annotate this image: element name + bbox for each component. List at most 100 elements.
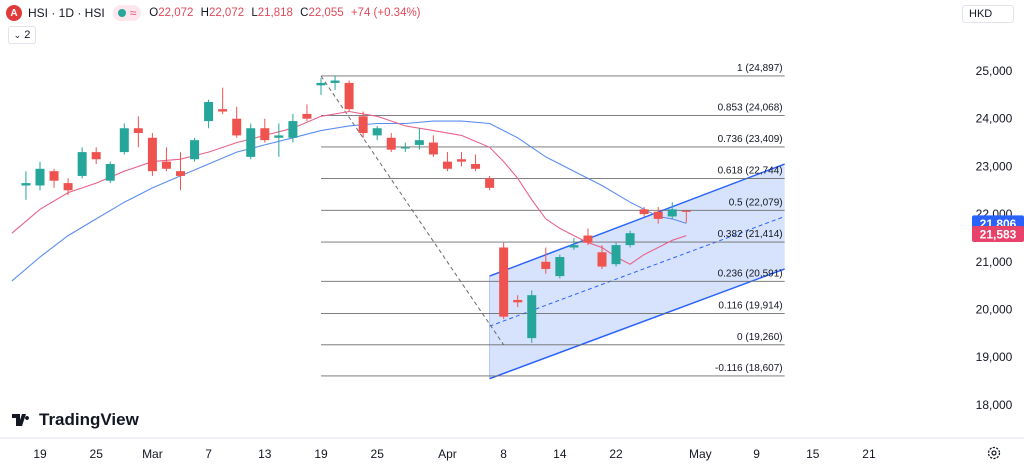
settings-gear-icon[interactable] (987, 446, 1001, 460)
change-value: +74 (+0.34%) (350, 7, 421, 19)
candle-body (653, 211, 663, 219)
candle[interactable] (555, 254, 565, 279)
channel-mid-line[interactable] (489, 216, 785, 327)
candle[interactable] (513, 295, 523, 308)
currency-selector[interactable]: HKD (962, 5, 1014, 23)
channel-upper-line[interactable] (489, 163, 785, 277)
candle[interactable] (260, 118, 270, 143)
fib-level-label: 0.5 (22,079) (729, 197, 783, 208)
candle[interactable] (316, 78, 326, 95)
candle[interactable] (63, 178, 73, 196)
candle[interactable] (597, 245, 607, 269)
x-axis-tick-label: 21 (862, 447, 876, 461)
candle[interactable] (119, 123, 129, 155)
fib-level-label: 0.853 (24,068) (718, 102, 783, 113)
candle[interactable] (653, 206, 663, 224)
candle[interactable] (35, 161, 45, 191)
candle[interactable] (358, 111, 368, 138)
candle[interactable] (77, 147, 87, 179)
fib-level-label: 0.236 (20,591) (718, 268, 783, 279)
candle[interactable] (91, 147, 101, 165)
candle-body (583, 235, 593, 243)
candle[interactable] (246, 123, 256, 160)
candle[interactable] (176, 152, 185, 191)
fib-trend-line[interactable] (320, 75, 505, 346)
candle[interactable] (471, 154, 481, 172)
candle-body (176, 171, 185, 176)
candle[interactable] (302, 104, 312, 122)
candle[interactable] (639, 206, 649, 217)
candle[interactable] (611, 242, 621, 267)
candle[interactable] (625, 230, 635, 248)
candle-body (344, 82, 354, 110)
candle-body (569, 245, 579, 248)
close-label: C (300, 7, 309, 19)
candle[interactable] (344, 80, 354, 112)
x-axis-tick-label: 8 (500, 447, 507, 461)
channel-lower-line[interactable] (489, 268, 785, 380)
gear-outer (987, 446, 1001, 460)
candle[interactable] (667, 202, 677, 219)
candle[interactable] (372, 125, 382, 141)
candle-body (442, 161, 452, 169)
x-axis-tick-label: 25 (371, 447, 385, 461)
candle[interactable] (527, 290, 537, 343)
candle-body (302, 113, 312, 119)
x-axis-tick-label: 14 (553, 447, 567, 461)
candle-body (218, 109, 228, 112)
candle-body (288, 121, 298, 138)
low-label: L (251, 7, 258, 19)
candle[interactable] (204, 99, 214, 129)
candle-body (232, 118, 242, 136)
y-axis-tick-label: 23,000 (976, 159, 1013, 173)
indicator-count: 2 (24, 29, 31, 41)
candle[interactable] (457, 152, 466, 167)
x-axis-tick-label: 13 (258, 447, 272, 461)
candle[interactable] (190, 137, 200, 162)
candle-body (49, 171, 59, 181)
candle[interactable] (386, 133, 396, 153)
candle[interactable] (232, 106, 242, 138)
candle[interactable] (21, 171, 31, 200)
candle[interactable] (147, 133, 157, 176)
candle[interactable] (541, 247, 551, 274)
candle[interactable] (428, 135, 438, 157)
fib-level-label: 0.116 (19,914) (718, 301, 782, 312)
x-axis-tick-label: May (689, 447, 712, 461)
market-status-pill[interactable]: ≈ (112, 5, 142, 21)
symbol-title[interactable]: HSI · 1D · HSI (28, 6, 105, 20)
candle[interactable] (583, 228, 593, 246)
candle[interactable] (133, 116, 143, 148)
x-axis-tick-label: 7 (205, 447, 212, 461)
candle[interactable] (442, 152, 452, 172)
candle[interactable] (569, 237, 579, 250)
candle[interactable] (274, 123, 284, 157)
fib-level-label: 0 (19,260) (737, 332, 783, 343)
candle-body (414, 140, 424, 145)
fib-level-label: 0.382 (21,414) (718, 229, 783, 240)
high-value: 22,072 (208, 7, 245, 19)
indicator-toggle-button[interactable]: ⌄ 2 (8, 26, 36, 44)
open-label: O (149, 7, 159, 19)
candle[interactable] (681, 210, 691, 223)
candle[interactable] (499, 242, 509, 320)
candle[interactable] (218, 87, 228, 114)
candle[interactable] (161, 147, 171, 172)
candle[interactable] (330, 75, 340, 91)
tradingview-logo: TradingView (12, 410, 139, 430)
candle[interactable] (400, 142, 410, 153)
x-axis-tick-label: 9 (753, 447, 760, 461)
candle[interactable] (49, 168, 59, 188)
candle-body (485, 178, 495, 188)
candle[interactable] (414, 128, 424, 150)
candle-body (513, 299, 523, 303)
symbol-logo-icon[interactable]: A (6, 5, 22, 21)
candle[interactable] (105, 161, 115, 184)
candle[interactable] (288, 113, 298, 143)
x-axis-tick-label: 19 (33, 447, 47, 461)
candle-body (457, 159, 466, 162)
candle-body (386, 137, 396, 150)
gear-inner (991, 450, 997, 456)
candle[interactable] (485, 175, 495, 191)
